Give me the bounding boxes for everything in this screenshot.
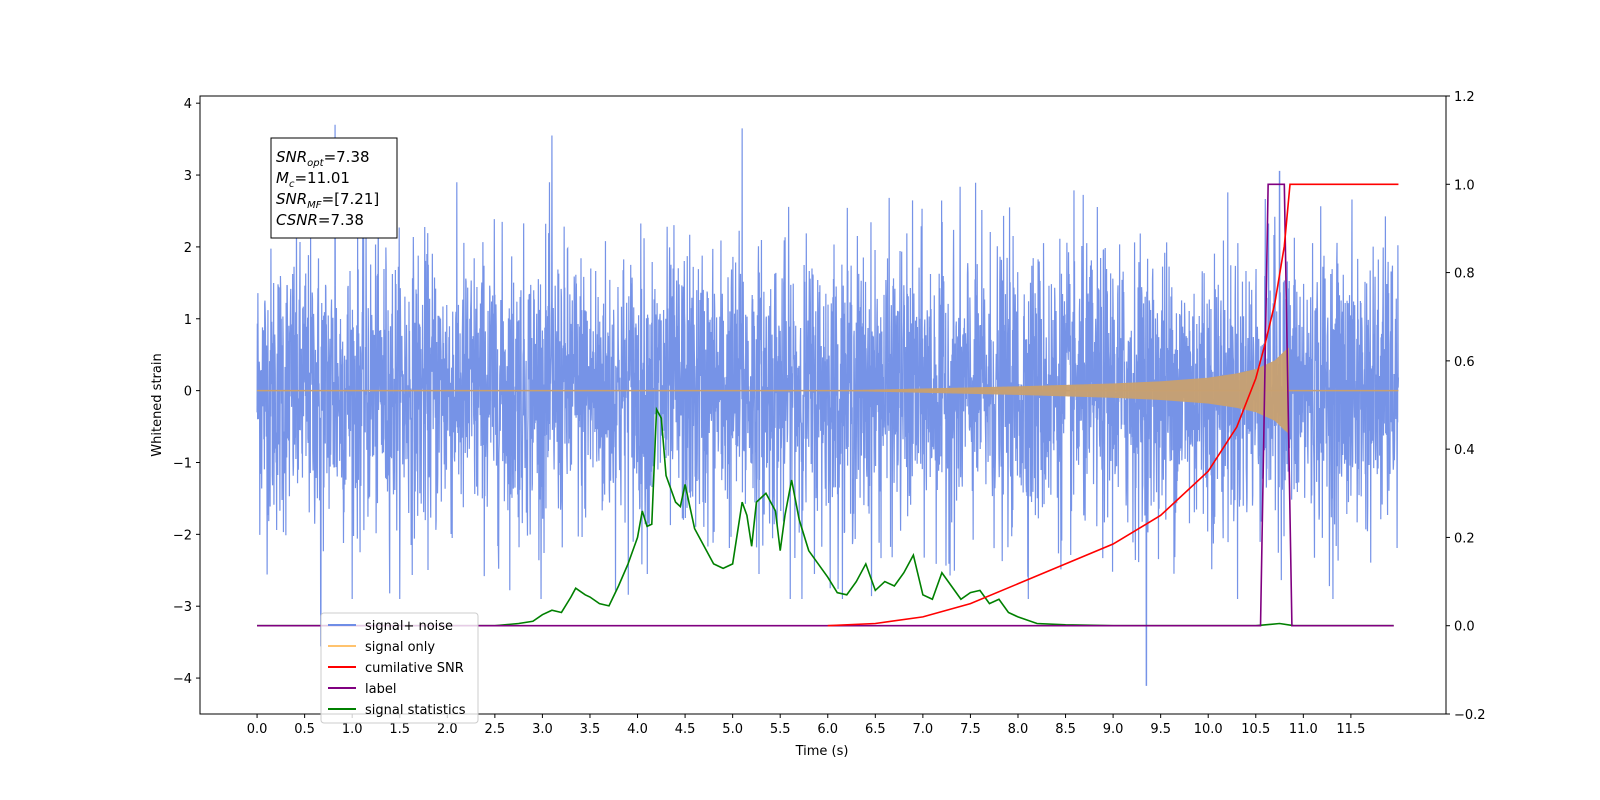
- legend: signal+ noise signal only cumilative SNR la…: [320, 612, 479, 724]
- x-tick-label: 9.5: [1150, 722, 1171, 737]
- x-tick-label: 11.5: [1336, 722, 1365, 737]
- x-tick-label: 8.0: [1008, 722, 1029, 737]
- y-tick-label: −4: [173, 672, 192, 687]
- y-right-tick-label: 0.0: [1454, 620, 1475, 635]
- x-tick-label: 5.0: [722, 722, 743, 737]
- x-tick-label: 10.5: [1241, 722, 1270, 737]
- y-right-tick-label: 0.2: [1454, 531, 1475, 546]
- x-tick-label: 3.0: [532, 722, 553, 737]
- annotation-line: CSNR=7.38: [276, 211, 364, 229]
- y-tick-label: −1: [173, 456, 192, 471]
- legend-label: signal+ noise: [365, 619, 453, 634]
- x-tick-label: 3.5: [580, 722, 601, 737]
- plot-frame: [199, 95, 1447, 715]
- x-tick-label: 7.5: [960, 722, 981, 737]
- x-tick-label: 10.0: [1194, 722, 1223, 737]
- y-tick-label: 4: [184, 97, 192, 112]
- x-tick-label: 2.0: [437, 722, 458, 737]
- x-axis-label: Time (s): [795, 744, 849, 759]
- x-tick-label: 9.0: [1103, 722, 1124, 737]
- y-tick-label: 3: [184, 169, 192, 184]
- legend-label: signal statistics: [365, 703, 466, 718]
- legend-label: signal only: [365, 640, 435, 655]
- y-axis-label: Whitened strain: [150, 353, 165, 456]
- y-right-tick-label: 1.2: [1454, 90, 1475, 105]
- series-label: [257, 183, 1394, 627]
- y-tick-label: 0: [184, 385, 192, 400]
- y-right-tick-label: 0.6: [1454, 355, 1475, 370]
- x-tick-label: 1.0: [342, 722, 363, 737]
- x-tick-label: 11.0: [1289, 722, 1318, 737]
- annotation-frame: [270, 137, 398, 239]
- y-right-tick-label: 0.8: [1454, 267, 1475, 282]
- annotation-line: Mc=11.01: [276, 169, 350, 190]
- x-tick-label: 0.0: [247, 722, 268, 737]
- y-tick-label: −3: [173, 600, 192, 615]
- series-cumilative-snr: [827, 183, 1399, 627]
- legend-label: label: [365, 682, 396, 697]
- x-tick-label: 6.0: [817, 722, 838, 737]
- series-layer: [256, 124, 1400, 686]
- series-signal-statistics: [257, 406, 1394, 627]
- annotation-line: SNRMF=[7.21]: [276, 190, 379, 211]
- y-right-tick-label: 0.4: [1454, 443, 1475, 458]
- x-tick-label: 4.0: [627, 722, 648, 737]
- y-tick-label: 1: [184, 313, 192, 328]
- x-tick-label: 4.5: [675, 722, 696, 737]
- legend-label: cumilative SNR: [365, 661, 464, 676]
- legend-frame: [320, 612, 479, 724]
- x-tick-label: 2.5: [485, 722, 506, 737]
- ticks-layer: 0.0 0.5 1.0 1.5 2.0 2.5 3.0 3.5 4.0 4.5 5.0 5.5 6.0 6…: [173, 90, 1486, 737]
- x-tick-label: 5.5: [770, 722, 791, 737]
- annotation-line: SNRopt=7.38: [276, 148, 370, 169]
- x-tick-label: 8.5: [1055, 722, 1076, 737]
- y-tick-label: 2: [184, 241, 192, 256]
- x-tick-label: 6.5: [865, 722, 886, 737]
- y-tick-label: −2: [173, 528, 192, 543]
- x-tick-label: 7.0: [913, 722, 934, 737]
- y-right-tick-label: −0.2: [1454, 708, 1486, 723]
- x-tick-label: 1.5: [389, 722, 410, 737]
- y-right-tick-label: 1.0: [1454, 178, 1475, 193]
- x-tick-label: 0.5: [294, 722, 315, 737]
